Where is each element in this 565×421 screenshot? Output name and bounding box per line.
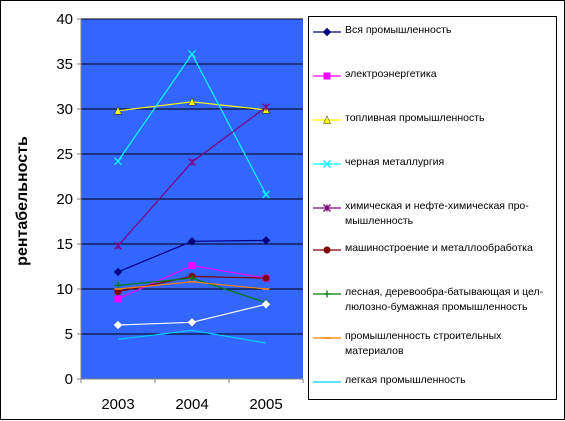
data-point bbox=[323, 204, 331, 212]
x-ticks: 2003 2004 2005 bbox=[80, 379, 304, 413]
data-point bbox=[262, 103, 270, 112]
legend-marker bbox=[312, 113, 342, 125]
data-point bbox=[188, 274, 196, 282]
legend-marker bbox=[312, 25, 342, 37]
legend-label: топливная промышленность bbox=[345, 112, 485, 124]
data-point bbox=[114, 281, 122, 289]
legend-label: химическая и нефте-химическая про-мышлен… bbox=[345, 200, 529, 227]
y-tick-label: 15 bbox=[56, 236, 73, 253]
legend: Вся промышленность электроэнергетика топли… bbox=[308, 16, 557, 400]
data-point bbox=[323, 290, 331, 298]
series-8 bbox=[114, 281, 270, 290]
x-tick-label: 2005 bbox=[249, 396, 282, 413]
data-point bbox=[323, 160, 331, 168]
legend-label: Вся промышленность bbox=[345, 24, 452, 36]
legend-marker bbox=[312, 157, 342, 169]
data-point bbox=[187, 318, 197, 327]
y-tick-label: 0 bbox=[65, 371, 73, 388]
y-tick-label: 40 bbox=[56, 11, 73, 28]
legend-label: черная металлургия bbox=[345, 156, 445, 168]
data-point bbox=[261, 300, 271, 309]
legend-marker bbox=[312, 375, 342, 387]
data-point bbox=[261, 236, 271, 245]
data-point bbox=[114, 295, 122, 303]
legend-marker bbox=[312, 331, 342, 343]
y-axis-label: рентабельность bbox=[14, 136, 31, 266]
y-tick-label: 35 bbox=[56, 56, 73, 73]
series-layer bbox=[113, 50, 271, 344]
legend-label: легкая промышленность bbox=[345, 374, 466, 386]
x-tick-label: 2004 bbox=[175, 396, 208, 413]
data-point bbox=[323, 72, 331, 80]
data-point bbox=[187, 237, 197, 246]
y-tick-label: 5 bbox=[65, 326, 73, 343]
data-point bbox=[322, 27, 332, 37]
legend-marker bbox=[312, 201, 342, 213]
data-point bbox=[323, 115, 331, 124]
y-ticks: 0 5 10 15 20 25 30 35 40 bbox=[56, 11, 81, 388]
data-point bbox=[188, 97, 196, 106]
y-tick-label: 25 bbox=[56, 146, 73, 163]
data-point bbox=[188, 262, 196, 270]
series-9 bbox=[117, 329, 267, 344]
data-point bbox=[114, 288, 122, 296]
y-axis-label-wrap: рентабельность bbox=[8, 1, 38, 381]
legend-label: промышленность строительных материалов bbox=[345, 330, 502, 357]
legend-marker bbox=[312, 69, 342, 81]
data-point bbox=[114, 106, 122, 115]
legend-marker bbox=[312, 287, 342, 299]
legend-marker bbox=[312, 243, 342, 255]
series-10 bbox=[113, 300, 271, 330]
y-tick-label: 20 bbox=[56, 191, 73, 208]
data-point bbox=[188, 50, 196, 59]
legend-label: лесная, деревообра-батывающая и цел-люло… bbox=[345, 286, 544, 313]
y-tick-label: 30 bbox=[56, 101, 73, 118]
data-point bbox=[114, 157, 122, 166]
data-point bbox=[262, 190, 270, 199]
data-point bbox=[188, 158, 196, 167]
data-point bbox=[114, 241, 122, 250]
series-line bbox=[117, 329, 267, 344]
y-tick-label: 10 bbox=[56, 281, 73, 298]
legend-label: машиностроение и металлообработка bbox=[345, 242, 533, 254]
legend-label: электроэнергетика bbox=[345, 68, 437, 80]
data-point bbox=[323, 246, 331, 254]
series-4 bbox=[114, 50, 270, 199]
data-point bbox=[113, 267, 123, 277]
data-point bbox=[113, 320, 123, 330]
x-tick-label: 2003 bbox=[101, 396, 134, 413]
series-5 bbox=[114, 103, 270, 250]
series-1 bbox=[113, 236, 271, 277]
data-point bbox=[262, 274, 270, 282]
